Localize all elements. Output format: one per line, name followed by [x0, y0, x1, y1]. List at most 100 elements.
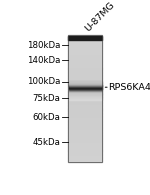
Bar — [68, 143, 102, 144]
Bar — [68, 46, 102, 48]
Bar — [68, 103, 102, 105]
Bar — [68, 138, 102, 139]
Bar — [68, 100, 102, 102]
Text: 60kDa: 60kDa — [32, 113, 60, 122]
Bar — [68, 141, 102, 143]
Bar — [68, 128, 102, 130]
Bar — [68, 87, 102, 89]
Bar — [68, 94, 102, 95]
Bar — [68, 40, 102, 42]
Text: 75kDa: 75kDa — [32, 94, 60, 103]
Bar — [68, 157, 102, 158]
Bar — [68, 70, 102, 72]
Bar — [68, 106, 102, 108]
Bar — [68, 51, 102, 53]
Bar — [68, 68, 102, 70]
Bar — [68, 45, 102, 46]
Bar — [68, 160, 102, 161]
Bar — [68, 75, 102, 76]
Bar — [68, 158, 102, 160]
Bar — [68, 86, 102, 87]
Bar — [68, 124, 102, 125]
Bar — [68, 133, 102, 135]
Bar — [68, 109, 102, 111]
Bar — [69, 97, 102, 98]
Bar — [68, 65, 102, 67]
Bar — [68, 135, 102, 136]
Bar — [68, 152, 102, 154]
Bar — [68, 119, 102, 121]
Bar — [68, 35, 102, 37]
Bar — [68, 53, 102, 54]
Bar — [68, 132, 102, 133]
Bar — [68, 95, 102, 97]
Bar — [68, 72, 102, 73]
Bar — [68, 35, 102, 161]
Bar — [68, 83, 102, 84]
Bar — [68, 37, 102, 39]
Bar — [68, 59, 102, 61]
Bar — [69, 95, 102, 96]
Bar — [68, 54, 102, 56]
Bar — [68, 80, 102, 81]
Bar — [68, 121, 102, 122]
Bar — [68, 97, 102, 98]
Bar — [68, 130, 102, 132]
Text: 45kDa: 45kDa — [32, 137, 60, 146]
Bar — [68, 155, 102, 157]
Bar — [69, 99, 102, 100]
Bar — [68, 56, 102, 58]
Bar — [68, 114, 102, 116]
Bar — [68, 84, 102, 86]
Bar — [68, 73, 102, 75]
Bar — [68, 125, 102, 127]
Bar — [68, 64, 102, 65]
Bar — [68, 151, 102, 152]
Bar — [69, 93, 102, 94]
Bar — [68, 113, 102, 114]
Bar — [68, 36, 102, 40]
Bar — [68, 81, 102, 83]
Bar — [69, 96, 102, 97]
Text: 180kDa: 180kDa — [27, 41, 60, 50]
Bar — [68, 43, 102, 45]
Bar — [68, 147, 102, 149]
Bar — [68, 98, 102, 100]
Bar — [69, 93, 102, 94]
Bar — [69, 98, 102, 99]
Text: U-87MG: U-87MG — [84, 1, 117, 34]
Bar — [68, 67, 102, 68]
Text: RPS6KA4: RPS6KA4 — [108, 83, 150, 92]
Bar — [68, 50, 102, 51]
Bar — [68, 48, 102, 50]
Bar — [69, 96, 102, 97]
Text: 100kDa: 100kDa — [27, 77, 60, 86]
Bar — [69, 94, 102, 95]
Bar — [68, 105, 102, 106]
Bar — [68, 78, 102, 80]
Bar — [68, 149, 102, 151]
Bar — [68, 90, 102, 92]
Bar — [68, 111, 102, 113]
Bar — [68, 61, 102, 62]
Bar — [68, 139, 102, 141]
Bar — [68, 116, 102, 117]
Bar — [68, 136, 102, 138]
Bar — [68, 127, 102, 129]
Bar — [68, 154, 102, 155]
Bar — [68, 146, 102, 147]
Bar — [69, 99, 102, 100]
Bar — [68, 144, 102, 146]
Bar — [68, 89, 102, 91]
Bar — [68, 39, 102, 40]
Bar — [68, 35, 102, 161]
Bar — [68, 42, 102, 43]
Bar — [68, 62, 102, 64]
Text: 140kDa: 140kDa — [27, 56, 60, 65]
Bar — [68, 122, 102, 124]
Bar — [68, 117, 102, 119]
Bar — [68, 76, 102, 78]
Bar — [68, 92, 102, 94]
Bar — [68, 108, 102, 110]
Bar — [69, 95, 102, 96]
